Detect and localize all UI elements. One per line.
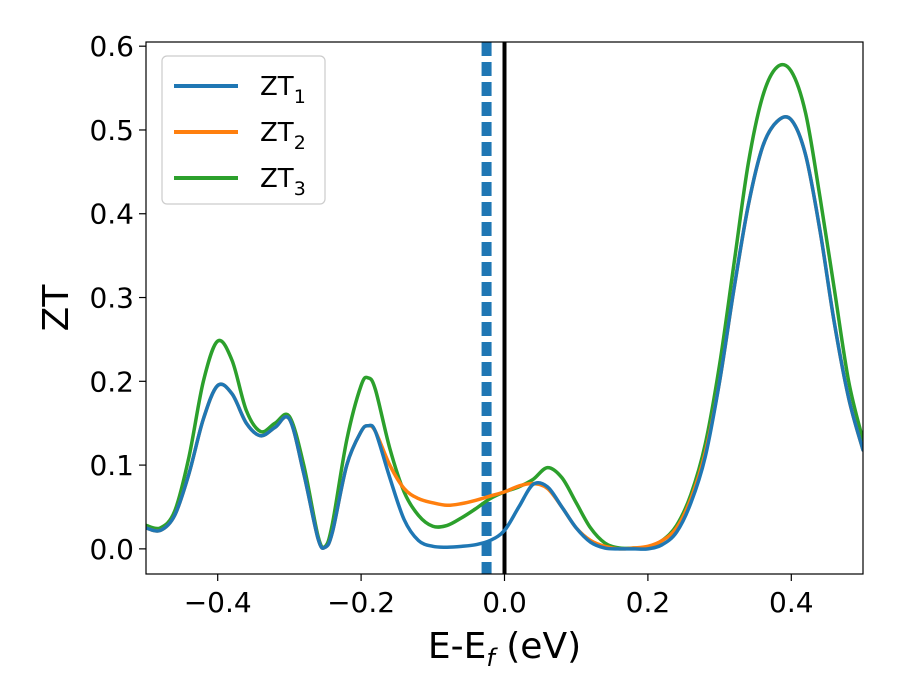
y-tick-label: 0.3: [89, 282, 134, 315]
y-axis-label: ZT: [36, 284, 77, 332]
series-line-zt1: [146, 115, 863, 551]
x-tick-label: −0.2: [327, 586, 395, 619]
legend-label-zt1: ZT1: [260, 72, 306, 108]
x-axis-label-suffix: (eV): [495, 626, 581, 667]
x-tick-label: 0.4: [769, 586, 814, 619]
legend-label-zt3: ZT3: [260, 164, 306, 200]
legend-label-zt2: ZT2: [260, 118, 306, 154]
y-tick-label: 0.6: [89, 30, 134, 63]
y-tick-label: 0.4: [89, 198, 134, 231]
y-tick-label: 0.1: [89, 449, 134, 482]
legend: ZT1 ZT2 ZT3: [161, 55, 326, 205]
x-axis-label-main: E-E: [428, 626, 486, 667]
axis-ticks: −0.4 −0.2 0.0 0.2 0.4 0.0 0.1 0.2 0.3 0.4 0.5 0.6: [89, 30, 813, 619]
y-tick-label: 0.5: [89, 114, 134, 147]
x-axis-label: E-Ef (eV): [428, 626, 581, 672]
legend-box: [161, 55, 326, 205]
x-tick-label: 0.0: [482, 586, 527, 619]
x-tick-label: −0.4: [184, 586, 252, 619]
y-tick-label: 0.0: [89, 533, 134, 566]
y-tick-label: 0.2: [89, 365, 134, 398]
x-tick-label: 0.2: [626, 586, 671, 619]
plot-content: [146, 42, 863, 574]
